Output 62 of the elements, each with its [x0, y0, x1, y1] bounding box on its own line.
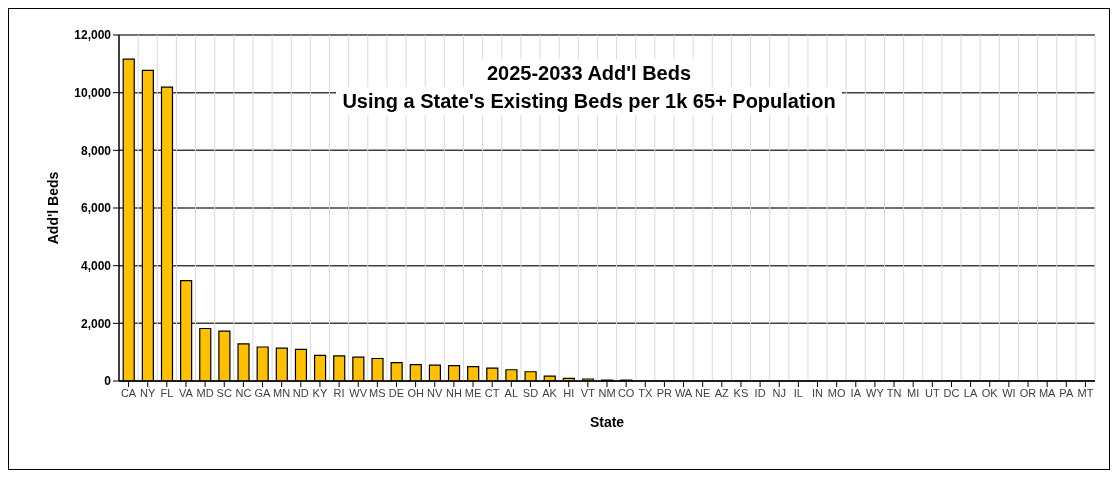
x-tick-label: MN — [273, 386, 291, 399]
text: Using a State's Existing Beds per 1k 65+ Population — [336, 87, 842, 115]
x-tick-label: OK — [981, 386, 999, 399]
x-tick-label: CA — [120, 386, 137, 399]
x-tick-label: ME — [464, 386, 482, 399]
x-tick-label: IA — [850, 386, 862, 399]
x-tick-label: MO — [827, 386, 846, 399]
x-tick-label: MA — [1038, 386, 1057, 399]
x-tick-label: SD — [522, 386, 539, 399]
x-tick-label: HI — [563, 386, 575, 399]
x-tick-label: GA — [254, 386, 272, 399]
x-tick-label: RI — [333, 386, 345, 399]
x-tick-label: WA — [674, 386, 693, 399]
x-tick-label: DC — [943, 386, 960, 399]
x-tick-label: MD — [196, 386, 214, 399]
x-tick-label: SC — [216, 386, 232, 399]
x-tick-label: LA — [963, 386, 978, 399]
x-tick-label: IL — [793, 386, 803, 399]
x-tick-label: PR — [656, 386, 673, 399]
x-tick-label: OH — [407, 386, 424, 399]
y-tick-label: 4,000 — [80, 258, 112, 273]
x-tick-label: FL — [160, 386, 174, 399]
x-tick-label: NY — [140, 386, 157, 399]
x-tick-label: WV — [349, 386, 368, 399]
x-tick-label: WI — [1002, 386, 1016, 399]
y-tick-label: 8,000 — [80, 143, 112, 158]
x-tick-label: TX — [638, 386, 653, 399]
x-tick-label: VA — [179, 386, 194, 399]
x-tick-label: ND — [292, 386, 309, 399]
y-tick-label: 6,000 — [80, 201, 112, 216]
y-axis-title: Add'l Beds — [44, 171, 61, 245]
x-tick-label: NM — [598, 386, 616, 399]
x-tick-label: TN — [886, 386, 902, 399]
x-tick-label: UT — [925, 386, 940, 399]
x-tick-label: MT — [1077, 386, 1094, 399]
x-tick-label: NE — [695, 386, 711, 399]
x-tick-label: AL — [504, 386, 519, 399]
x-tick-label: KS — [733, 386, 749, 399]
y-tick-label: 12,000 — [74, 28, 112, 43]
x-tick-label: NH — [445, 386, 462, 399]
y-tick-label: 10,000 — [74, 85, 112, 100]
x-tick-label: WY — [866, 386, 885, 399]
x-tick-label: IN — [812, 386, 824, 399]
y-tick-label: 0 — [104, 374, 112, 389]
x-tick-label: VT — [580, 386, 596, 399]
x-tick-label: AK — [542, 386, 558, 399]
x-tick-label: PA — [1059, 386, 1074, 399]
x-tick-label: ID — [754, 386, 766, 399]
x-tick-label: CT — [484, 386, 500, 399]
text: 2025-2033 Add'l Beds — [480, 59, 698, 87]
x-tick-label: NJ — [772, 386, 786, 399]
x-tick-label: OR — [1019, 386, 1037, 399]
x-tick-label: NC — [235, 386, 252, 399]
x-tick-label: KY — [312, 386, 328, 399]
x-axis-title: State — [589, 414, 625, 430]
x-tick-label: MI — [907, 386, 920, 399]
x-tick-label: AZ — [714, 386, 730, 399]
x-tick-label: DE — [388, 386, 405, 399]
y-tick-label: 2,000 — [80, 316, 112, 331]
x-tick-label: MS — [369, 386, 386, 399]
x-tick-label: NV — [427, 386, 444, 399]
x-tick-label: CO — [617, 386, 635, 399]
